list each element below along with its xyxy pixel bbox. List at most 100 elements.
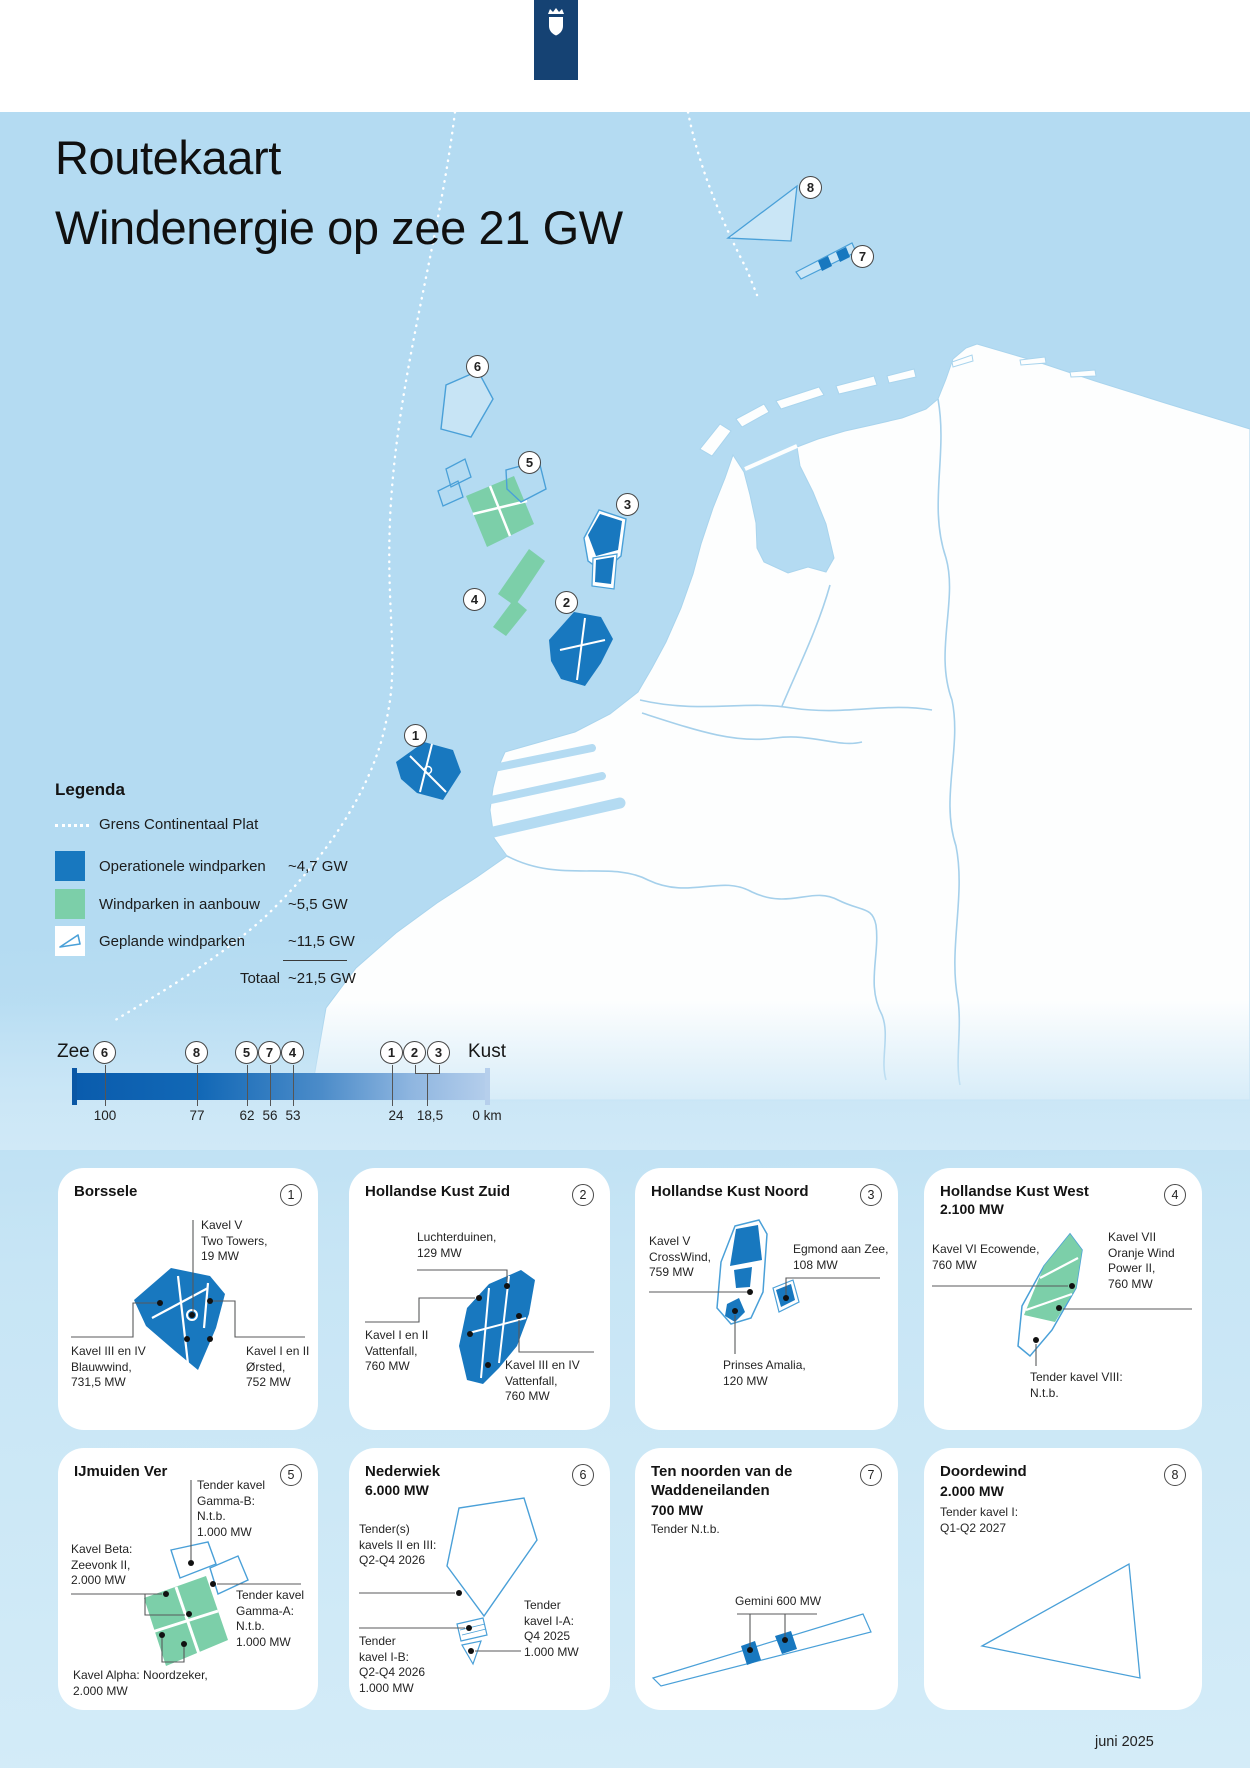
card-title: IJmuiden Ver [74, 1463, 168, 1480]
nederwiek-diagram [359, 1497, 538, 1666]
grens-continentaal-plat-line [110, 112, 759, 1024]
map-number-7: 7 [851, 245, 874, 268]
card-ijmuiden-ver: IJmuiden Ver 5 Tender kavel Gamma-B: N.t… [58, 1448, 318, 1710]
legend-swatch-grens [55, 824, 89, 827]
delta-channels [483, 744, 626, 839]
scalebar-stem [105, 1065, 106, 1106]
park-label: Kavel III en IV Blauwwind, 731,5 MW [71, 1344, 146, 1390]
windpark-borssele-shape [396, 742, 461, 800]
park-label: Kavel V Two Towers, 19 MW [201, 1218, 268, 1264]
windpark-hkn-shape [583, 509, 627, 590]
legend-label-grens: Grens Continentaal Plat [99, 816, 259, 833]
park-label: Tender kavel Gamma-B: N.t.b. 1.000 MW [197, 1478, 266, 1539]
park-label: Tender kavel VIII: N.t.b. [1030, 1370, 1123, 1400]
rijksoverheid-logo [534, 0, 578, 80]
map-number-5: 5 [518, 451, 541, 474]
scalebar-bar [77, 1073, 485, 1100]
legend-label-construction: Windparken in aanbouw [99, 896, 260, 913]
scalebar-right-cap [485, 1068, 490, 1105]
windpark-waddeneilanden-shape [795, 242, 857, 280]
scalebar-zee-label: Zee [57, 1041, 90, 1062]
map-number-1: 1 [404, 724, 427, 747]
card-subtitle: 2.100 MW [940, 1201, 1004, 1217]
card-title: Hollandse Kust Noord [651, 1183, 809, 1200]
map-number-4: 4 [463, 588, 486, 611]
waddeneilanden-diagram [651, 1613, 872, 1687]
card-waddeneilanden: Ten noorden van de Waddeneilanden 700 MW… [635, 1448, 898, 1710]
legend-swatch-construction [55, 889, 85, 919]
card-hollandse-kust-noord: Hollandse Kust Noord 3 Kavel V CrossWind… [635, 1168, 898, 1430]
card-title: Ten noorden van de Waddeneilanden [651, 1463, 793, 1499]
card-title: Hollandse Kust Zuid [365, 1183, 511, 1200]
legend-heading: Legenda [55, 780, 125, 799]
card-number-badge: 2 [572, 1184, 594, 1206]
scalebar-circle-3: 3 [427, 1041, 450, 1064]
scalebar-tick: 18,5 [416, 1108, 444, 1123]
card-number-badge: 3 [860, 1184, 882, 1206]
park-label: Kavel VI Ecowende, 760 MW [932, 1242, 1040, 1272]
park-label: Prinses Amalia, 120 MW [723, 1358, 806, 1388]
map-number-2: 2 [555, 591, 578, 614]
park-label: Kavel I en II Vattenfall, 760 MW [365, 1328, 429, 1374]
legend-label-planned: Geplande windparken [99, 933, 245, 950]
card-subtitle2: Tender N.t.b. [651, 1522, 720, 1536]
card-subtitle2: Tender kavel I: Q1-Q2 2027 [940, 1505, 1019, 1535]
card-borssele: Borssele 1 Kavel V Two Towers, 19 MW Kav… [58, 1168, 318, 1430]
park-label: Egmond aan Zee, 108 MW [793, 1242, 889, 1272]
hkw-diagram [932, 1232, 1192, 1366]
park-label: Gemini 600 MW [735, 1594, 822, 1608]
park-label: Kavel III en IV Vattenfall, 760 MW [505, 1358, 580, 1404]
borssele-diagram [71, 1220, 305, 1370]
card-nederwiek: Nederwiek 6.000 MW 6 Tender(s) kavels II… [349, 1448, 610, 1710]
windpark-hkz-shape [549, 612, 613, 686]
legend-swatch-operational [55, 851, 85, 881]
park-label: Kavel Beta: Zeevonk II, 2.000 MW [71, 1542, 133, 1588]
card-number-badge: 5 [280, 1464, 302, 1486]
park-label: Tender kavel Gamma-A: N.t.b. 1.000 MW [236, 1588, 305, 1649]
card-hollandse-kust-zuid: Hollandse Kust Zuid 2 Luchterduinen, 129… [349, 1168, 610, 1430]
doordewind-diagram [980, 1562, 1141, 1679]
park-label: Tender kavel I-B: Q2-Q4 2026 1.000 MW [359, 1634, 426, 1695]
ijmuiden-ver-diagram [71, 1480, 301, 1666]
scalebar-stem [392, 1065, 393, 1106]
scalebar-tick: 77 [189, 1108, 205, 1123]
windpark-nederwiek-shape [440, 370, 494, 438]
windpark-hkw-shape [493, 549, 545, 636]
scalebar-tick: 24 [388, 1108, 404, 1123]
planned-triangle-icon [59, 934, 81, 948]
publication-date: juni 2025 [1095, 1734, 1154, 1750]
legend-total-value: ~21,5 GW [288, 970, 356, 987]
card-number-badge: 7 [860, 1464, 882, 1486]
scalebar-tick: 56 [262, 1108, 278, 1123]
legend-value-planned: ~11,5 GW [288, 933, 355, 950]
map-number-8: 8 [799, 176, 822, 199]
scalebar-tick: 62 [239, 1108, 255, 1123]
legend-total-label: Totaal [239, 970, 280, 987]
park-label: Kavel VII Oranje Wind Power II, 760 MW [1108, 1230, 1175, 1291]
header-bar [0, 0, 1250, 112]
scalebar-stem [415, 1065, 416, 1073]
scalebar-stem [439, 1065, 440, 1073]
card-number-badge: 1 [280, 1184, 302, 1206]
card-number-badge: 4 [1164, 1184, 1186, 1206]
rijksoverheid-crest-icon [548, 8, 564, 36]
scalebar-stem [247, 1065, 248, 1106]
card-number-badge: 6 [572, 1464, 594, 1486]
scalebar-circle-2: 2 [403, 1041, 426, 1064]
hkz-diagram [365, 1269, 594, 1384]
netherlands-map [110, 112, 1250, 1101]
card-subtitle: 2.000 MW [940, 1483, 1004, 1499]
card-subtitle: 700 MW [651, 1502, 704, 1518]
park-label: Luchterduinen, 129 MW [417, 1230, 497, 1260]
scalebar-tick: 53 [285, 1108, 301, 1123]
card-title: Hollandse Kust West [940, 1183, 1089, 1200]
park-label: Tender kavel I-A: Q4 2025 1.000 MW [524, 1598, 579, 1659]
scalebar-stem [427, 1073, 428, 1106]
scalebar-stem [270, 1065, 271, 1106]
park-label: Tender(s) kavels II en III: Q2-Q4 2026 [359, 1522, 437, 1568]
card-title: Nederwiek [365, 1463, 441, 1480]
scalebar-left-cap [72, 1068, 77, 1105]
card-number-badge: 8 [1164, 1464, 1186, 1486]
park-label: Kavel I en II Ørsted, 752 MW [246, 1344, 310, 1390]
card-doordewind: Doordewind 2.000 MW Tender kavel I: Q1-Q… [924, 1448, 1202, 1710]
